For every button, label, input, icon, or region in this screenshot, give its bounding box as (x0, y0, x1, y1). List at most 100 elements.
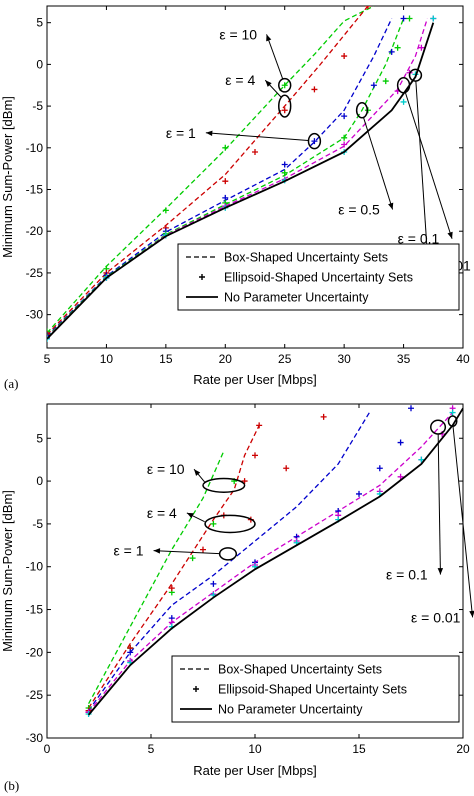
series-line-box-0 (47, 6, 375, 334)
data-point-ellipsoid (47, 335, 50, 342)
annotation-arrow-head (266, 34, 272, 42)
panel-label: (b) (4, 778, 19, 793)
data-point-ellipsoid (281, 82, 288, 89)
data-point-ellipsoid (222, 194, 229, 201)
annotation-arrow-head (469, 610, 474, 618)
annotation-arrow-line (415, 81, 428, 255)
y-tick-label: -25 (26, 688, 44, 702)
annotation-arrow-line (404, 92, 453, 239)
y-tick-label: -5 (32, 517, 43, 531)
y-axis-label: Minimum Sum-Power [dBm] (0, 490, 15, 652)
annotation-arrow-head (447, 231, 453, 239)
y-tick-label: -20 (26, 645, 44, 659)
legend: Box-Shaped Uncertainty Sets Ellipsoid-Sha… (177, 243, 460, 311)
annotation-arrow-line (205, 132, 309, 142)
legend-entry-label: Box-Shaped Uncertainty Sets (224, 251, 388, 265)
annotation-arrow-line (153, 550, 220, 555)
series-line-box-0 (88, 450, 225, 705)
x-tick-label: 35 (397, 352, 411, 366)
y-tick-label: -25 (26, 266, 44, 280)
annotation-label: ε = 0.01 (411, 609, 461, 625)
data-point-ellipsoid (356, 490, 362, 497)
series-line-no-uncertainty (87, 407, 463, 716)
annotation-label: ε = 0.1 (398, 231, 440, 247)
annotation-arrow-head (186, 512, 194, 519)
annotation-ellipse (396, 76, 411, 94)
data-point-ellipsoid (376, 465, 383, 472)
x-tick-label: 0 (44, 742, 51, 756)
annotation-ellipse (430, 419, 447, 435)
data-point-ellipsoid (320, 413, 327, 420)
data-point-ellipsoid (341, 141, 348, 148)
x-tick-label: 20 (219, 352, 233, 366)
annotation-arrow-head (194, 469, 201, 476)
data-point-ellipsoid (400, 15, 407, 22)
data-point-ellipsoid (400, 98, 407, 105)
data-point-ellipsoid (127, 649, 134, 656)
data-point-ellipsoid (256, 422, 263, 429)
data-point-ellipsoid (341, 113, 348, 120)
x-tick-label: 5 (148, 742, 155, 756)
legend-entry-label: Ellipsoid-Shaped Uncertainty Sets (218, 683, 407, 697)
annotation-ellipse (204, 514, 256, 534)
annotation-arrow-head (153, 548, 161, 554)
series-line-box-2 (47, 18, 393, 337)
annotation-ellipse (202, 477, 246, 493)
data-point-ellipsoid (47, 330, 50, 337)
data-point-ellipsoid (408, 405, 414, 412)
data-point-ellipsoid (281, 107, 288, 114)
x-tick-label: 5 (44, 352, 51, 366)
chart-panel-2: 0 5 10 15 20 -30 -25 -20 -15 -10 -5 0 5 Rate per User… (0, 403, 474, 793)
legend-swatch-plus (193, 686, 199, 692)
y-tick-label: 5 (36, 431, 43, 445)
data-point-ellipsoid (397, 439, 404, 446)
legend-box (177, 243, 460, 311)
x-tick-label: 20 (456, 742, 470, 756)
annotation-label: ε = 10 (219, 26, 257, 42)
annotation-label: ε = 0.5 (338, 202, 380, 218)
x-tick-label: 30 (337, 352, 351, 366)
data-point-ellipsoid (364, 6, 371, 9)
annotation-ellipse (307, 132, 322, 150)
data-point-ellipsoid (162, 207, 169, 214)
data-point-ellipsoid (168, 585, 175, 592)
annotation-ellipse (447, 415, 458, 428)
annotation-ellipse (218, 547, 238, 561)
annotation-arrow-head (388, 202, 394, 210)
data-point-ellipsoid (222, 144, 229, 151)
y-tick-label: -10 (26, 560, 44, 574)
data-point-ellipsoid (406, 15, 413, 22)
data-point-ellipsoid (281, 161, 288, 168)
data-point-ellipsoid (252, 452, 258, 459)
data-point-ellipsoid (311, 138, 318, 145)
legend-entry-label: Ellipsoid-Shaped Uncertainty Sets (224, 271, 413, 285)
y-tick-label: -30 (26, 731, 44, 745)
annotation-arrow-line (266, 34, 284, 79)
panel-label: (a) (4, 376, 18, 391)
data-point-ellipsoid (200, 546, 206, 553)
y-tick-label: -30 (26, 308, 44, 322)
data-point-ellipsoid (418, 456, 425, 463)
legend-entry-label: No Parameter Uncertainty (218, 703, 363, 717)
data-point-ellipsoid (388, 48, 395, 55)
annotation-label: ε = 1 (166, 125, 196, 141)
data-point-ellipsoid (252, 148, 258, 155)
legend-entry-label: Box-Shaped Uncertainty Sets (218, 663, 382, 677)
x-tick-label: 10 (248, 742, 262, 756)
y-tick-label: -15 (26, 183, 44, 197)
x-axis-label: Rate per User [Mbps] (193, 372, 317, 387)
data-point-ellipsoid (210, 520, 217, 527)
annotation-label: ε = 1 (114, 543, 144, 559)
annotation-arrow-line (363, 117, 394, 210)
chart-panel-1: 5 10 15 20 25 30 35 40 -30 -25 -20 -15 -10 -5 0 5 Rate p… (0, 5, 471, 391)
annotation-ellipse (278, 77, 292, 93)
legend: Box-Shaped Uncertainty Sets Ellipsoid-Sha… (171, 655, 460, 723)
data-point-ellipsoid (189, 555, 196, 562)
y-axis-label: Minimum Sum-Power [dBm] (0, 96, 15, 258)
data-point-ellipsoid (418, 44, 425, 51)
x-tick-label: 25 (278, 352, 292, 366)
plot-frame (46, 5, 464, 349)
x-tick-label: 10 (100, 352, 114, 366)
annotation-arrow-line (437, 434, 441, 575)
